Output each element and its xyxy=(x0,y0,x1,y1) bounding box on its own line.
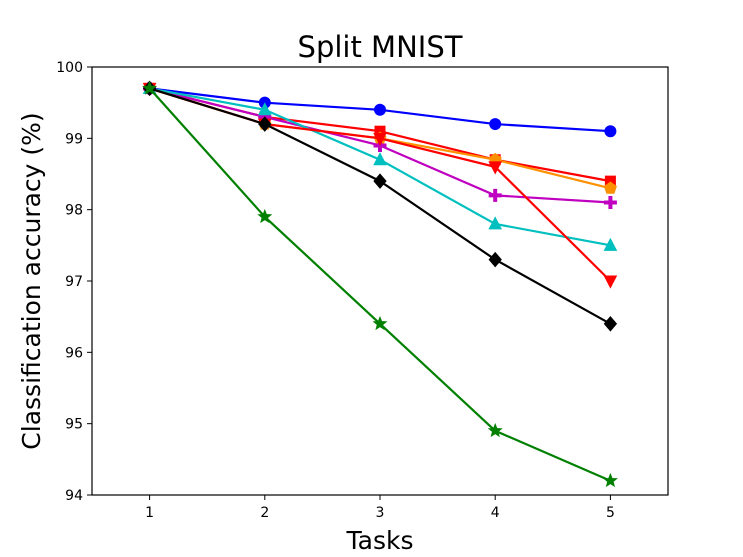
data-point xyxy=(489,118,502,131)
x-tick-label: 5 xyxy=(606,505,615,521)
data-point xyxy=(373,152,387,166)
series-7 xyxy=(142,80,618,332)
data-point xyxy=(602,472,618,488)
x-tick-label: 4 xyxy=(491,505,500,521)
data-point xyxy=(603,275,618,289)
data-point xyxy=(372,315,388,331)
data-point xyxy=(603,196,617,210)
plot-area xyxy=(142,80,618,488)
y-tick-label: 100 xyxy=(56,60,83,76)
series-1 xyxy=(143,82,617,138)
x-tick-label: 2 xyxy=(260,505,269,521)
data-point xyxy=(603,316,618,332)
y-axis-label: Classification accuracy (%) xyxy=(17,112,46,449)
data-point xyxy=(488,251,502,268)
data-point xyxy=(257,102,272,116)
data-point xyxy=(374,103,386,116)
x-axis-label: Tasks xyxy=(346,526,414,555)
x-tick-label: 1 xyxy=(145,505,154,521)
data-point xyxy=(488,216,503,230)
data-point xyxy=(488,161,503,175)
y-tick-label: 96 xyxy=(65,345,83,361)
y-tick-label: 98 xyxy=(65,203,83,219)
y-tick-label: 95 xyxy=(65,417,83,433)
series-8 xyxy=(142,80,618,488)
y-tick-label: 94 xyxy=(65,488,83,504)
data-point xyxy=(603,237,618,251)
chart-title: Split MNIST xyxy=(298,30,463,64)
data-point xyxy=(487,422,503,438)
y-tick-label: 99 xyxy=(65,131,83,147)
data-point xyxy=(258,116,272,132)
x-tick-label: 3 xyxy=(376,505,385,521)
y-tick-label: 97 xyxy=(65,274,83,290)
data-point xyxy=(373,173,387,189)
x-axis: 1 2 3 4 5 xyxy=(145,495,615,521)
data-point xyxy=(257,208,273,224)
y-axis: 94 95 96 97 98 99 100 xyxy=(56,60,92,504)
data-point xyxy=(488,188,502,202)
data-point xyxy=(604,125,617,138)
data-point xyxy=(603,181,617,194)
data-point xyxy=(142,80,158,95)
data-point xyxy=(373,132,387,146)
